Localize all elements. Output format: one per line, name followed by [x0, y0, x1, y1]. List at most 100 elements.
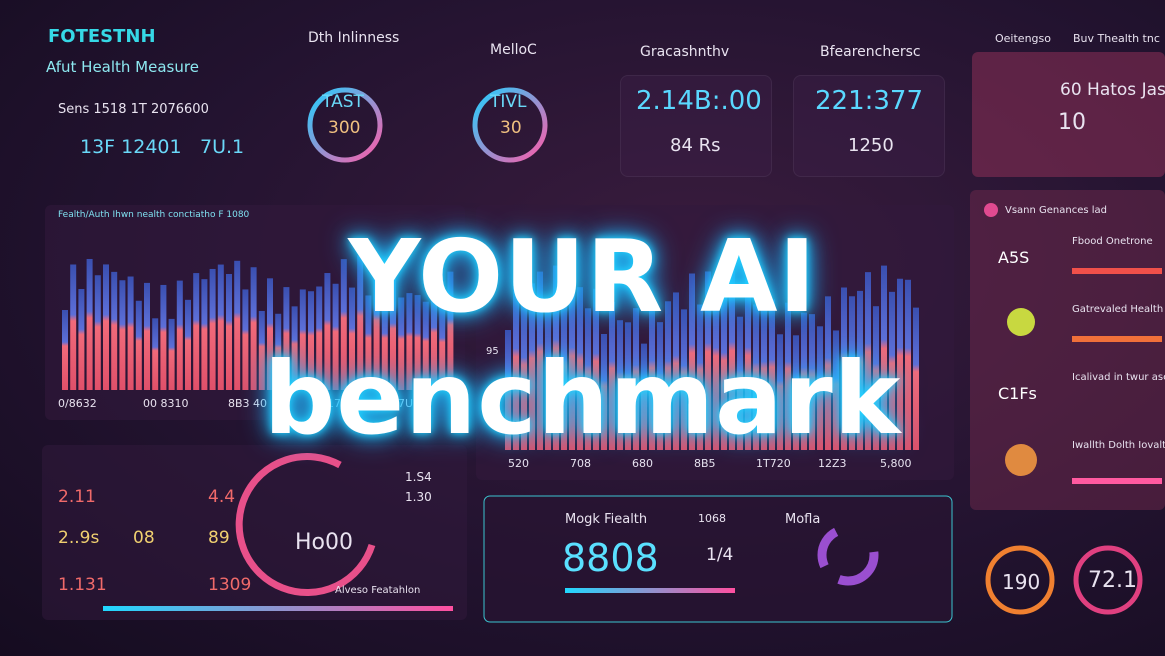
row-value: 1.131: [58, 575, 107, 595]
tab[interactable]: Oeitengso: [995, 32, 1051, 45]
x-label: 00 8310: [143, 397, 189, 410]
decor-bar: [841, 287, 847, 450]
stat: 13F 12401: [80, 136, 182, 158]
decor-bar: [111, 271, 118, 390]
decor-bar: [665, 301, 671, 450]
decor-bar: [505, 330, 511, 450]
decor-bar: [160, 284, 167, 390]
x-label: 12Z3: [818, 457, 847, 470]
decor-bar: [673, 292, 679, 450]
decor-bar: [185, 299, 191, 390]
decor-bar: [529, 283, 535, 450]
headline: YOUR AI: [348, 218, 817, 335]
icon: [1005, 444, 1037, 476]
x-label: 8B5: [694, 457, 716, 470]
progress: [1072, 336, 1162, 342]
decor-bar: [849, 296, 855, 450]
x-label: 1917 1: [313, 397, 352, 410]
decor-bar: [817, 326, 823, 450]
decor-bar: [777, 334, 783, 450]
donut: [817, 524, 879, 586]
decor-bar: [70, 264, 77, 390]
decor-bar: [865, 272, 871, 450]
decor-bar: [745, 278, 751, 450]
decor-bar: [657, 322, 663, 450]
decor-bar: [713, 279, 719, 450]
ring-value: 300: [328, 118, 361, 138]
decor-bar: [332, 283, 339, 390]
ring: [1073, 545, 1143, 615]
decor-bar: [801, 312, 807, 450]
title: FOTESTNH: [48, 26, 156, 47]
icon: [984, 203, 998, 217]
decor-bar: [737, 316, 743, 450]
ring-label: TIVL: [490, 92, 527, 112]
tab[interactable]: Buv Thealth tnc: [1073, 32, 1160, 45]
x-label: 1T720: [756, 457, 791, 470]
decor-bar: [545, 300, 551, 450]
ring: [985, 545, 1055, 615]
decor-bar: [785, 302, 791, 450]
decor-bar: [381, 295, 388, 390]
decor-bar: [414, 295, 421, 390]
decor-bar: [275, 313, 282, 390]
card-title: Gracashnthv: [640, 44, 730, 60]
decor-bar: [569, 279, 575, 450]
decor-bar: [422, 301, 429, 390]
list-label: Icalivad in twur ase: [1072, 372, 1165, 383]
ring: [472, 87, 548, 163]
decor-bar: [905, 279, 911, 450]
list-title: Vsann Genances lad: [1005, 205, 1108, 216]
ratio: 1/4: [706, 545, 734, 565]
decor-bar: [103, 264, 109, 390]
decor-bar: [649, 301, 655, 450]
decor-bar: [283, 287, 290, 390]
ring-value: 190: [1002, 570, 1041, 594]
decor-bar: [753, 304, 759, 450]
decor-bar: [135, 300, 142, 390]
decor-bar: [365, 295, 372, 390]
decor-bar: [697, 304, 703, 450]
decor-bar: [553, 265, 559, 450]
card-title: Dth Inlinness: [308, 30, 400, 46]
decor-bar: [193, 273, 200, 390]
tag: 1068: [698, 512, 726, 525]
x-label: 8B3 40: [228, 397, 268, 410]
side-label: 95: [486, 346, 499, 357]
decor-bar: [299, 289, 306, 390]
decor-bar: [521, 295, 527, 450]
decor-bar: [242, 289, 249, 390]
decor-bar: [390, 278, 396, 390]
decor-bar: [769, 299, 775, 450]
badge: C1Fs: [998, 384, 1037, 403]
subtitle: Afut Health Measure: [46, 58, 199, 76]
decor-bar: [585, 308, 591, 450]
decor-bar: [729, 269, 735, 450]
decor-bar: [349, 287, 355, 390]
decor-bar: [761, 302, 767, 450]
panel: [42, 445, 467, 620]
row-value: 4.4: [208, 487, 236, 507]
decor-bar: [234, 260, 241, 390]
decor-bar: [617, 320, 623, 450]
decor-bar: [537, 271, 543, 450]
card-value: 221:377: [815, 86, 924, 116]
x-label: 0/8632: [58, 397, 97, 410]
decor-bar: [793, 335, 799, 450]
decor-bar: [431, 285, 437, 390]
row-value: 08: [133, 528, 155, 548]
decor-bar: [833, 330, 839, 450]
caption: Alveso Featahlon: [335, 585, 421, 596]
progress: [103, 606, 453, 611]
side-value: 1.S4: [405, 470, 432, 484]
gauge-value: Ho00: [295, 530, 353, 555]
list-label: Fbood Onetrone: [1072, 236, 1153, 247]
card: [620, 75, 772, 177]
decor-bar: [721, 287, 727, 450]
progress: [565, 588, 735, 593]
decor-bar: [119, 280, 126, 390]
decor-bar: [601, 334, 607, 450]
decor-bar: [625, 322, 631, 450]
decor-bar: [291, 306, 298, 390]
